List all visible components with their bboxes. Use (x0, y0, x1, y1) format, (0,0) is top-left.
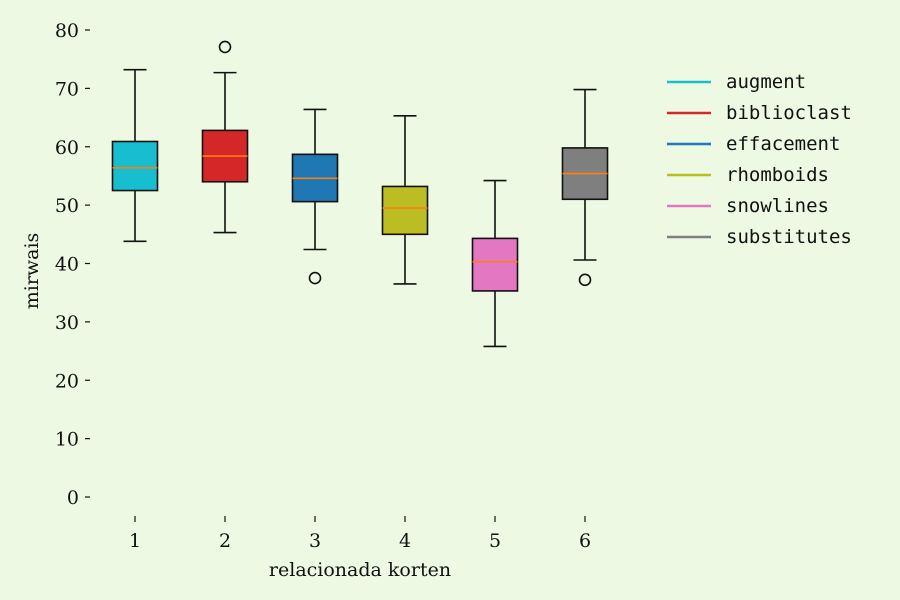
y-tick-label: 70 (55, 78, 79, 100)
y-tick-label: 50 (55, 195, 79, 217)
box-snowlines (471, 237, 519, 292)
x-tick-label: 2 (219, 530, 231, 552)
x-axis-label: relacionada korten (269, 559, 451, 581)
y-tick-label: 10 (55, 429, 79, 451)
legend-label-snowlines: snowlines (726, 195, 829, 217)
box-rhomboids (381, 185, 429, 236)
legend-label-rhomboids: rhomboids (726, 164, 829, 186)
y-tick-label: 80 (55, 20, 79, 42)
y-tick-label: 20 (55, 370, 79, 392)
y-tick-label: 0 (67, 487, 79, 509)
x-tick-label: 5 (489, 530, 501, 552)
y-tick-label: 40 (55, 254, 79, 276)
x-tick-label: 1 (129, 530, 141, 552)
legend-label-substitutes: substitutes (726, 226, 852, 248)
legend-label-biblioclast: biblioclast (726, 102, 852, 124)
x-tick-label: 6 (579, 530, 591, 552)
legend-label-augment: augment (726, 71, 806, 93)
outlier-point (578, 273, 592, 287)
outlier-point (218, 40, 232, 54)
y-axis-label: mirwais (21, 233, 43, 310)
outlier-point (308, 271, 322, 285)
y-tick-label: 30 (55, 312, 79, 334)
x-tick-label: 4 (399, 530, 411, 552)
y-tick-label: 60 (55, 137, 79, 159)
box-augment (111, 140, 159, 192)
legend-label-effacement: effacement (726, 133, 840, 155)
x-tick-label: 3 (309, 530, 321, 552)
